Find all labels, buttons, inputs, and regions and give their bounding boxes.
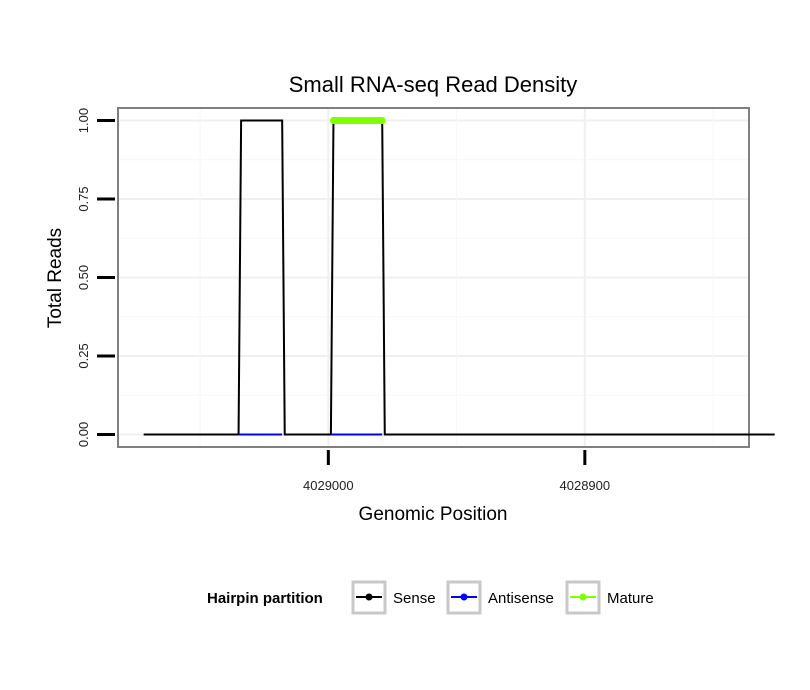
legend-label-sense: Sense — [393, 590, 436, 607]
legend-item-sense: Sense — [351, 580, 436, 615]
y-axis-label: Total Reads — [45, 228, 66, 328]
series-line-sense — [143, 119, 775, 436]
plot-panel-border — [117, 107, 750, 448]
x-tick-label: 4028900 — [560, 478, 611, 493]
legend: Hairpin partition Sense Antisense Mature — [207, 580, 654, 615]
legend-label-mature: Mature — [607, 590, 654, 607]
x-axis-label: Genomic Position — [359, 504, 508, 525]
axis-layer: 0.00 0.25 0.50 0.75 1.00 4029000 4028900 — [76, 108, 610, 493]
legend-dot-antisense — [460, 593, 468, 601]
y-tick-label: 0.25 — [76, 343, 91, 368]
y-tick-label: 0.00 — [76, 422, 91, 447]
y-tick-label: 1.00 — [76, 108, 91, 133]
legend-dot-sense — [365, 593, 373, 601]
x-tick-label: 4029000 — [303, 478, 354, 493]
legend-item-mature: Mature — [565, 580, 654, 615]
chart-title: Small RNA-seq Read Density — [289, 72, 578, 97]
grid-layer — [118, 108, 749, 447]
legend-title: Hairpin partition — [207, 590, 323, 607]
y-tick-label: 0.75 — [76, 186, 91, 211]
y-tick-label: 0.50 — [76, 265, 91, 290]
series-layer — [143, 117, 775, 436]
legend-label-antisense: Antisense — [488, 590, 554, 607]
legend-dot-mature — [579, 593, 587, 601]
legend-item-antisense: Antisense — [446, 580, 554, 615]
